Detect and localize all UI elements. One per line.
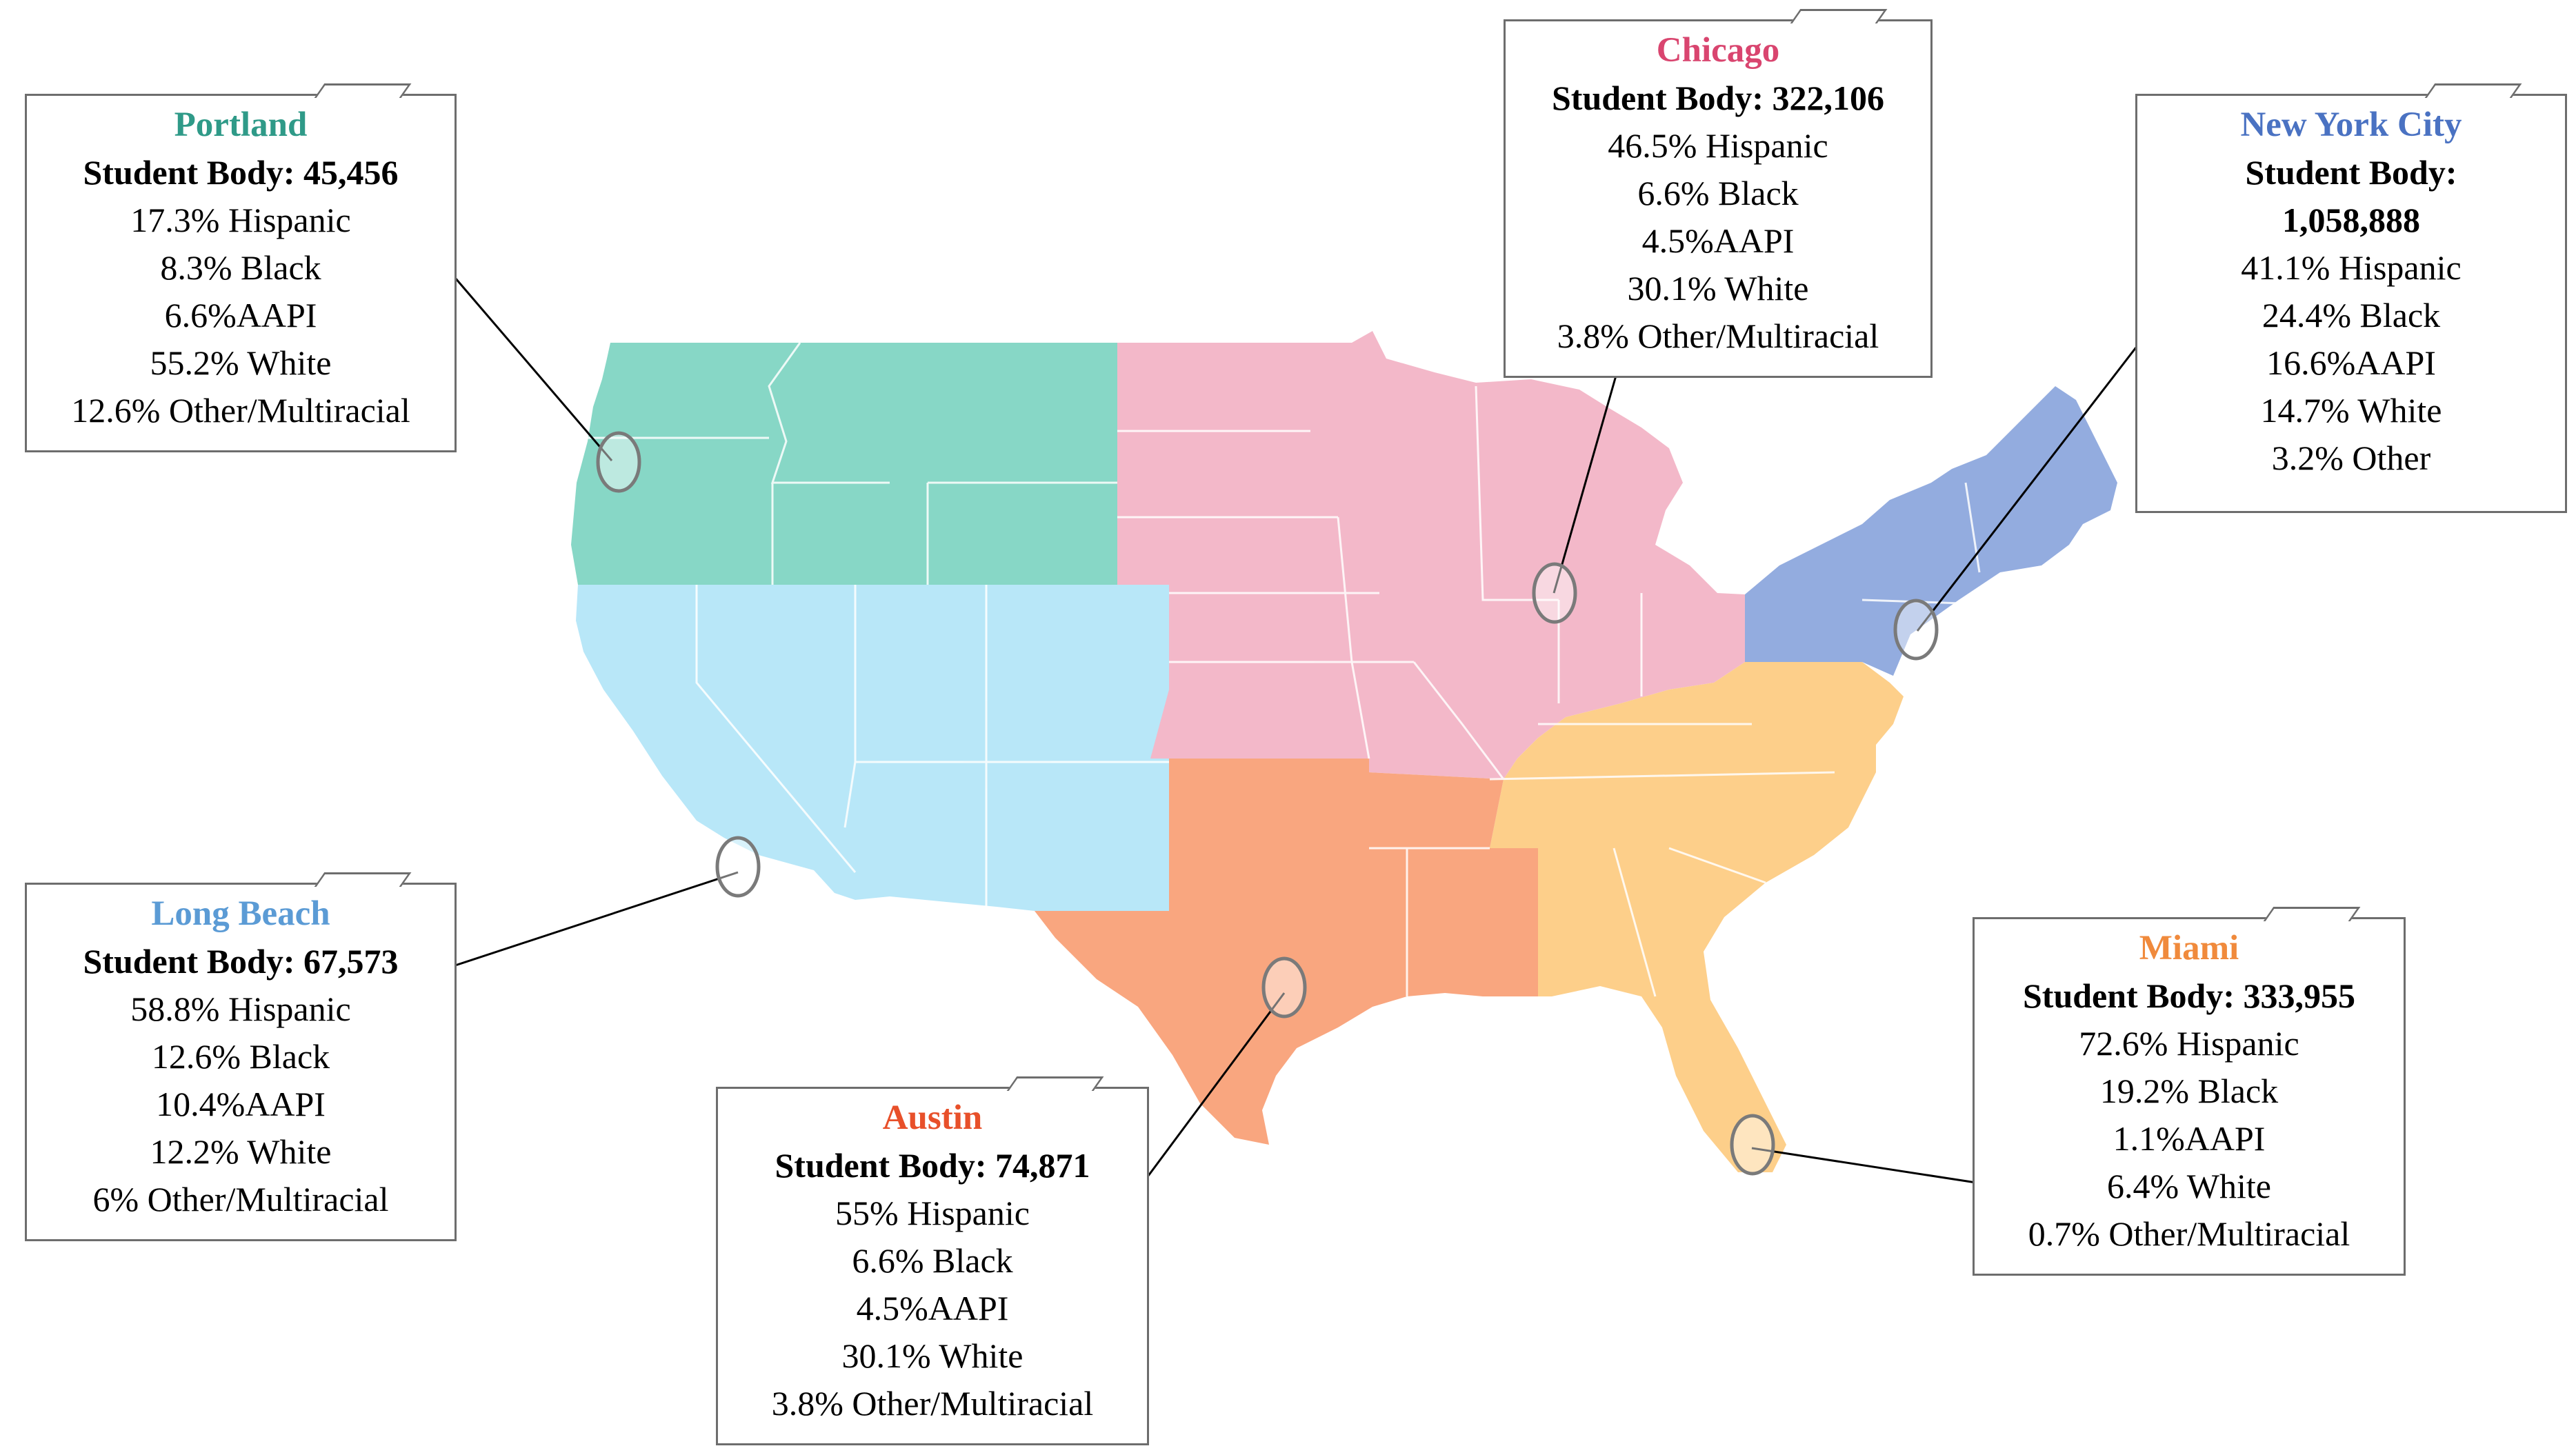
region-southeast — [1490, 662, 1904, 1172]
student-body: Student Body: 322,106 — [1551, 79, 1885, 117]
stat-hispanic: 58.8% Hispanic — [130, 990, 351, 1028]
marker-austin — [1261, 956, 1307, 1018]
stat-aapi: 16.6%AAPI — [2266, 343, 2436, 382]
stat-other: 6% Other/Multiracial — [92, 1180, 389, 1218]
region-midwest — [1117, 331, 1745, 779]
callout-miami: Miami Student Body: 333,955 72.6% Hispan… — [1973, 907, 2406, 1276]
stat-other: 0.7% Other/Multiracial — [2028, 1214, 2350, 1253]
city-name: Miami — [2139, 929, 2239, 967]
stat-white: 30.1% White — [841, 1336, 1024, 1375]
region-south-central — [1035, 759, 1538, 1145]
stat-hispanic: 72.6% Hispanic — [2079, 1024, 2299, 1063]
city-name: Chicago — [1656, 31, 1780, 70]
city-name: New York City — [2240, 106, 2462, 144]
callout-tab — [2424, 83, 2522, 98]
callout-portland: Portland Student Body: 45,456 17.3% Hisp… — [25, 83, 457, 452]
stat-aapi: 4.5%AAPI — [856, 1289, 1009, 1327]
student-body: Student Body: 45,456 — [83, 153, 399, 192]
callout-austin: Austin Student Body: 74,871 55% Hispanic… — [716, 1076, 1149, 1445]
stat-aapi: 1.1%AAPI — [2113, 1119, 2266, 1158]
stat-black: 24.4% Black — [2262, 296, 2441, 334]
stat-black: 8.3% Black — [160, 248, 321, 287]
stat-white: 14.7% White — [2260, 391, 2442, 430]
student-body: Student Body: 333,955 — [2022, 976, 2356, 1015]
callout-long-beach: Long Beach Student Body: 67,573 58.8% Hi… — [25, 872, 457, 1241]
marker-long-beach — [715, 836, 761, 898]
callout-nyc: New York City Student Body: 1,058,888 41… — [2135, 83, 2567, 513]
student-body-count: 1,058,888 — [2282, 201, 2420, 239]
stat-hispanic: 17.3% Hispanic — [130, 201, 351, 239]
student-body: Student Body: 74,871 — [775, 1146, 1090, 1185]
region-northwest — [560, 343, 1117, 585]
city-markers — [596, 431, 1939, 1176]
callout-chicago: Chicago Student Body: 322,106 46.5% Hisp… — [1504, 9, 1933, 378]
marker-nyc — [1893, 599, 1939, 661]
stat-aapi: 4.5%AAPI — [1641, 221, 1795, 260]
city-name: Austin — [882, 1098, 983, 1137]
stat-other: 3.2% Other — [2271, 439, 2431, 477]
stat-aapi: 6.6%AAPI — [164, 296, 317, 334]
region-southwest — [576, 585, 1169, 911]
callout-tab — [1006, 1076, 1104, 1091]
marker-portland — [596, 431, 641, 493]
state-borders — [586, 342, 2063, 997]
student-body: Student Body: — [2245, 153, 2457, 192]
city-name: Portland — [174, 106, 308, 144]
stat-white: 6.4% White — [2107, 1167, 2271, 1205]
marker-miami — [1730, 1114, 1775, 1176]
stat-hispanic: 46.5% Hispanic — [1608, 126, 1828, 165]
stat-white: 55.2% White — [150, 343, 332, 382]
stat-black: 6.6% Black — [1637, 174, 1799, 212]
stat-hispanic: 41.1% Hispanic — [2241, 248, 2462, 287]
region-northeast — [1745, 386, 2117, 676]
stat-white: 30.1% White — [1627, 269, 1809, 308]
stat-other: 12.6% Other/Multiracial — [71, 391, 410, 430]
leader-lines — [454, 277, 2139, 1184]
marker-chicago — [1532, 562, 1577, 624]
stat-hispanic: 55% Hispanic — [835, 1194, 1030, 1232]
city-name: Long Beach — [151, 894, 330, 933]
stat-black: 6.6% Black — [852, 1241, 1013, 1280]
callout-tab — [1790, 9, 1888, 23]
callout-tab — [314, 872, 412, 887]
stat-other: 3.8% Other/Multiracial — [771, 1384, 1094, 1423]
student-body: Student Body: 67,573 — [83, 942, 399, 981]
stat-other: 3.8% Other/Multiracial — [1557, 317, 1879, 355]
callout-tab — [2263, 907, 2361, 921]
stat-black: 12.6% Black — [151, 1037, 330, 1076]
stat-aapi: 10.4%AAPI — [156, 1085, 326, 1123]
callout-tab — [314, 83, 412, 98]
stat-black: 19.2% Black — [2099, 1072, 2279, 1110]
stat-white: 12.2% White — [150, 1132, 332, 1171]
